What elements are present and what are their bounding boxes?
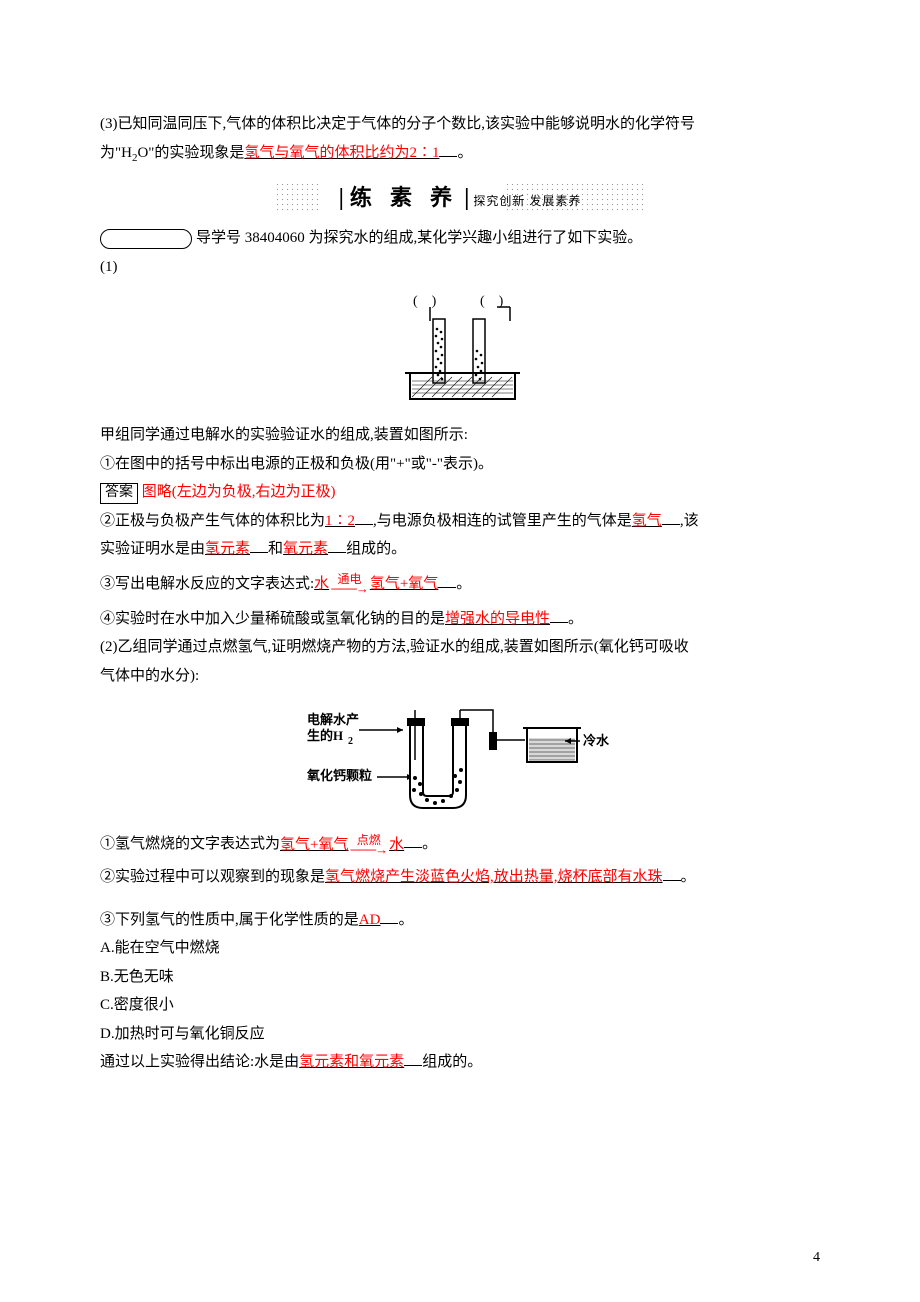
p1-desc: 甲组同学通过电解水的实验验证水的组成,装置如图所示: xyxy=(100,421,820,450)
p1-ans-line: 答案 图略(左边为负极,右边为正极) xyxy=(100,478,820,507)
fig2-label3: 冷水 xyxy=(583,733,610,748)
conc-a: 通过以上实验得出结论:水是由 xyxy=(100,1054,299,1070)
combustion-figure: 电解水产 生的H 2 氧化钙颗粒 冷水 xyxy=(100,700,820,820)
option-a: A.能在空气中燃烧 xyxy=(100,934,820,963)
p2-q2-ans: 氢气燃烧产生淡蓝色火焰,放出热量,烧杯底部有水珠 xyxy=(325,869,663,885)
blank xyxy=(355,524,373,525)
q3-answer: 氢气与氧气的体积比约为2∶1 xyxy=(244,145,439,161)
p1-q2-line2: 实验证明水是由氢元素 和氧元素 组成的。 xyxy=(100,535,820,564)
blank xyxy=(404,1065,422,1066)
answer-label: 答案 xyxy=(100,483,138,503)
p1-q3b: 。 xyxy=(456,576,471,592)
fig2-label2: 氧化钙颗粒 xyxy=(306,768,372,783)
rxn-right: 氢气+氧气 xyxy=(370,570,438,599)
p1-q3a: ③写出电解水反应的文字表达式: xyxy=(100,576,314,592)
blank xyxy=(404,847,422,848)
p1-q2-ans2: 氢气 xyxy=(632,513,662,529)
electrolysis-figure: ( ) ( ) xyxy=(100,291,820,411)
rxn2-arrow: 点燃───→ xyxy=(350,834,387,856)
p1-q2-ans1: 1∶2 xyxy=(325,513,355,529)
q3-line2: 为"H2O"的实验现象是氢气与氧气的体积比约为2∶1。 xyxy=(100,139,820,169)
rxn-arrow: 通电───→ xyxy=(331,573,368,595)
p2-q1: ①氢气燃烧的文字表达式为氢气+氧气点燃───→水 。 xyxy=(100,830,820,859)
blank xyxy=(438,587,456,588)
rxn2-left: 氢气+氧气 xyxy=(280,831,348,860)
p1-q2f: 组成的。 xyxy=(346,541,406,557)
fig2-label1b: 生的H xyxy=(307,728,343,743)
combustion-svg: 电解水产 生的H 2 氧化钙颗粒 冷水 xyxy=(295,700,625,820)
page-number: 4 xyxy=(813,1245,820,1272)
fig2-label1sub: 2 xyxy=(348,736,353,747)
p1-q1: ①在图中的括号中标出电源的正极和负极(用"+"或"-"表示)。 xyxy=(100,450,820,479)
blank xyxy=(663,880,681,881)
blank xyxy=(380,923,398,924)
banner-text: | 练 素 养 | 探究创新 发展素养 xyxy=(339,176,582,222)
banner-main: 练 素 养 xyxy=(344,177,464,219)
p2-line-a: (2)乙组同学通过点燃氢气,证明燃烧产物的方法,验证水的组成,装置如图所示(氧化… xyxy=(100,633,820,662)
fig2-label1a: 电解水产 xyxy=(307,712,359,727)
p1-answer-text: 图略(左边为负极,右边为正极) xyxy=(142,484,336,500)
p1-q2d: 实验证明水是由 xyxy=(100,541,205,557)
conc-ans: 氢元素和氧元素 xyxy=(299,1054,404,1070)
p1-q2b: ,与电源负极相连的试管里产生的气体是 xyxy=(373,513,632,529)
q3-text2a: 为"H xyxy=(100,145,132,161)
page: (3)已知同温同压下,气体的体积比决定于气体的分子个数比,该实验中能够说明水的化… xyxy=(0,0,920,1302)
p1-q2a: ②正极与负极产生气体的体积比为 xyxy=(100,513,325,529)
p1-q2-ans3: 氢元素 xyxy=(205,541,250,557)
blank xyxy=(328,552,346,553)
p2-q1b: 。 xyxy=(422,836,437,852)
intro-text: 导学号 38404060 为探究水的组成,某化学兴趣小组进行了如下实验。 xyxy=(196,230,642,246)
p2-q3-ans: AD xyxy=(359,912,381,928)
banner-bar-r: | xyxy=(464,176,469,222)
blank xyxy=(250,552,268,553)
electrolysis-svg: ( ) ( ) xyxy=(375,291,545,411)
p2-q1a: ①氢气燃烧的文字表达式为 xyxy=(100,836,280,852)
banner-sub: 探究创新 发展素养 xyxy=(473,190,581,213)
q3-line1: (3)已知同温同压下,气体的体积比决定于气体的分子个数比,该实验中能够说明水的化… xyxy=(100,110,820,139)
intro-line: 导学号 38404060 为探究水的组成,某化学兴趣小组进行了如下实验。 xyxy=(100,224,820,253)
p1-q2c: ,该 xyxy=(680,513,699,529)
option-c: C.密度很小 xyxy=(100,991,820,1020)
p1-q4: ④实验时在水中加入少量稀硫酸或氢氧化钠的目的是增强水的导电性 。 xyxy=(100,605,820,634)
blank xyxy=(662,524,680,525)
p1-q2e: 和 xyxy=(268,541,283,557)
option-b: B.无色无味 xyxy=(100,963,820,992)
p2-q3a: ③下列氢气的性质中,属于化学性质的是 xyxy=(100,912,359,928)
leader-box xyxy=(100,229,192,249)
p1-q2-ans4: 氧元素 xyxy=(283,541,328,557)
p1-q4-ans: 增强水的导电性 xyxy=(445,611,550,627)
blank xyxy=(439,156,457,157)
p2-line-b: 气体中的水分): xyxy=(100,662,820,691)
p1-q3: ③写出电解水反应的文字表达式:水通电───→氢气+氧气 。 xyxy=(100,570,820,599)
blank xyxy=(550,622,568,623)
arrow-line: ───→ xyxy=(331,582,368,595)
rxn-combustion: 氢气+氧气点燃───→水 xyxy=(280,831,404,860)
conclusion: 通过以上实验得出结论:水是由氢元素和氧元素 组成的。 xyxy=(100,1048,820,1077)
p2-q2: ②实验过程中可以观察到的现象是氢气燃烧产生淡蓝色火焰,放出热量,烧杯底部有水珠 。 xyxy=(100,863,820,892)
option-d: D.加热时可与氧化铜反应 xyxy=(100,1020,820,1049)
q3-text2c: 。 xyxy=(457,145,472,161)
q3-text1: (3)已知同温同压下,气体的体积比决定于气体的分子个数比,该实验中能够说明水的化… xyxy=(100,116,695,132)
q3-text2b: O"的实验现象是 xyxy=(137,145,244,161)
p2-q3b: 。 xyxy=(398,912,413,928)
rxn-electrolysis: 水通电───→氢气+氧气 xyxy=(314,570,438,599)
p1-q2-line1: ②正极与负极产生气体的体积比为1∶2 ,与电源负极相连的试管里产生的气体是氢气 ,该 xyxy=(100,507,820,536)
p2-q2b: 。 xyxy=(681,869,696,885)
p2-q2a: ②实验过程中可以观察到的现象是 xyxy=(100,869,325,885)
section-banner: | 练 素 养 | 探究创新 发展素养 xyxy=(100,182,820,214)
conc-b: 组成的。 xyxy=(422,1054,482,1070)
banner-box: | 练 素 养 | 探究创新 发展素养 xyxy=(275,182,645,214)
p1-label: (1) xyxy=(100,253,820,282)
rxn2-right: 水 xyxy=(389,831,404,860)
rxn-left: 水 xyxy=(314,570,329,599)
p1-q4a: ④实验时在水中加入少量稀硫酸或氢氧化钠的目的是 xyxy=(100,611,445,627)
arrow-line-2: ───→ xyxy=(350,843,387,856)
banner-dots-left xyxy=(275,182,320,214)
p1-q4b: 。 xyxy=(568,611,583,627)
p2-q3: ③下列氢气的性质中,属于化学性质的是AD 。 xyxy=(100,906,820,935)
fig-paren-left: ( ) xyxy=(413,294,437,309)
